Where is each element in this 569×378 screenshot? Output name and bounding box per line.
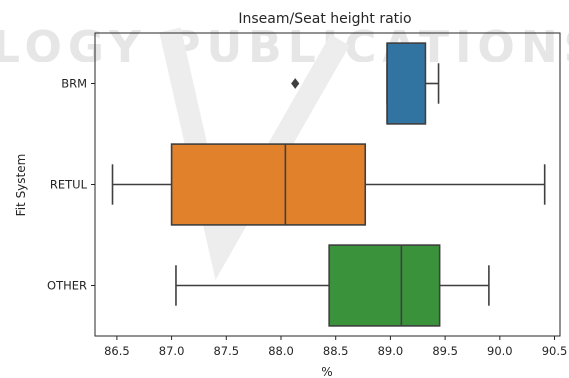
x-tick-label: 87.0 <box>159 344 185 358</box>
box-brm <box>386 42 427 125</box>
plot-area <box>111 42 546 327</box>
box-retul <box>170 143 367 226</box>
y-tick-label: OTHER <box>47 279 87 293</box>
x-axis-label: % <box>321 365 332 378</box>
x-tick-label: 89.0 <box>378 344 404 358</box>
y-tick-label: RETUL <box>50 178 88 192</box>
x-tick-label: 87.5 <box>213 344 239 358</box>
y-tick-label: BRM <box>61 77 87 91</box>
y-axis-label: Fit System <box>14 154 28 217</box>
box-other <box>328 244 441 327</box>
x-tick-label: 89.5 <box>432 344 458 358</box>
x-tick-label: 88.5 <box>323 344 349 358</box>
x-tick-label: 86.5 <box>104 344 130 358</box>
x-tick-label: 90.5 <box>542 344 568 358</box>
outlier-brm <box>291 78 300 89</box>
x-tick-label: 90.0 <box>487 344 513 358</box>
x-tick-label: 88.0 <box>268 344 294 358</box>
chart-title: Inseam/Seat height ratio <box>238 11 411 27</box>
